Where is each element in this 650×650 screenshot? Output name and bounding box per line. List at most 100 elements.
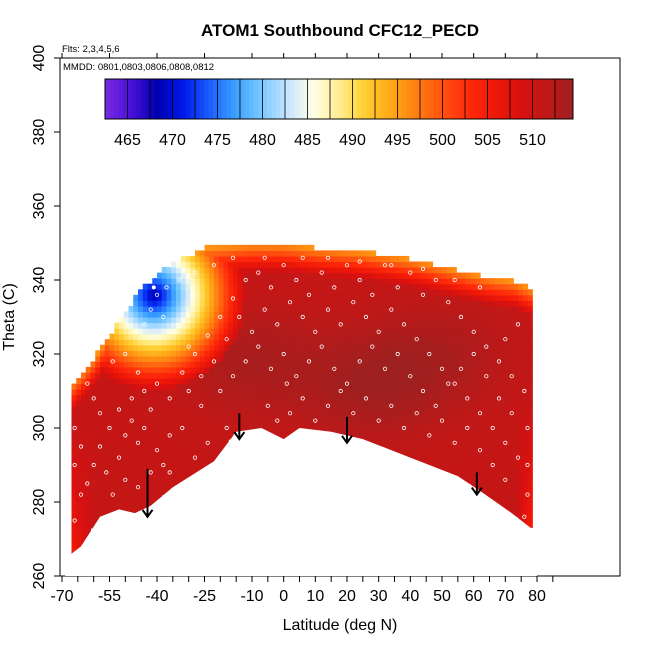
heatmap-cell (152, 333, 158, 340)
heatmap-cell (299, 400, 305, 407)
heatmap-cell (152, 428, 158, 435)
heatmap-cell (271, 400, 277, 407)
heatmap-cell (323, 289, 329, 296)
heatmap-cell (218, 305, 225, 313)
heatmap-cell (480, 333, 486, 340)
heatmap-cell (242, 294, 248, 301)
heatmap-cell (394, 383, 400, 390)
heatmap-cell (256, 394, 263, 401)
heatmap-cell (337, 361, 343, 368)
heatmap-cell (185, 355, 191, 362)
heatmap-cell (180, 428, 187, 435)
heatmap-cell (280, 405, 286, 412)
sample-point (256, 344, 261, 349)
heatmap-cell (318, 366, 324, 374)
heatmap-cell (76, 527, 82, 535)
heatmap-cell (71, 461, 77, 468)
heatmap-cell (76, 400, 82, 407)
heatmap-cell (389, 405, 396, 412)
heatmap-cell (342, 333, 348, 340)
heatmap-cell (81, 472, 87, 479)
heatmap-cell (76, 483, 82, 490)
heatmap-cell (489, 405, 495, 412)
heatmap-cell (209, 450, 215, 457)
colorbar-segment (550, 79, 556, 119)
heatmap-cell (180, 344, 187, 351)
heatmap-cell (408, 300, 415, 307)
heatmap-cell (90, 522, 96, 529)
heatmap-cell (342, 317, 348, 324)
heatmap-cell (304, 355, 310, 362)
sample-point (72, 425, 77, 431)
heatmap-cell (152, 350, 158, 357)
colorbar-segment (532, 79, 538, 119)
heatmap-cell (518, 305, 524, 313)
heatmap-cell (71, 522, 77, 529)
heatmap-cell (166, 366, 172, 374)
heatmap-cell (280, 289, 286, 296)
heatmap-cell (171, 305, 177, 313)
heatmap-cell (446, 439, 453, 446)
heatmap-cell (114, 339, 120, 346)
heatmap-cell (446, 416, 453, 424)
heatmap-cell (161, 355, 168, 362)
heatmap-cell (81, 439, 87, 446)
heatmap-cell (157, 344, 163, 351)
heatmap-cell (261, 378, 267, 385)
heatmap-cell (347, 389, 353, 396)
heatmap-cell (394, 328, 400, 335)
heatmap-cell (432, 439, 438, 446)
heatmap-cell (133, 461, 139, 468)
heatmap-cell (90, 389, 96, 396)
heatmap-cell (318, 311, 324, 318)
heatmap-cell (394, 350, 400, 357)
heatmap-cell (351, 261, 358, 268)
heatmap-cell (204, 416, 210, 424)
heatmap-cell (133, 344, 139, 351)
heatmap-cell (418, 267, 424, 274)
colorbar-segment (384, 79, 389, 119)
heatmap-cell (290, 311, 296, 318)
heatmap-cell (76, 466, 82, 473)
heatmap-cell (461, 450, 467, 457)
heatmap-cell (437, 300, 443, 307)
heatmap-cell (499, 378, 505, 385)
heatmap-cell (347, 339, 353, 346)
heatmap-cell (480, 300, 486, 307)
heatmap-cell (389, 389, 396, 396)
heatmap-cell (494, 483, 500, 490)
heatmap-cell (313, 328, 320, 335)
heatmap-cell (171, 433, 177, 440)
heatmap-cell (252, 361, 258, 368)
colorbar-segment (370, 79, 376, 119)
heatmap-cell (237, 255, 244, 263)
heatmap-cell (503, 305, 510, 313)
heatmap-cell (180, 433, 187, 440)
heatmap-cell (256, 278, 263, 285)
heatmap-cell (456, 450, 462, 457)
heatmap-cell (370, 250, 377, 257)
heatmap-cell (242, 416, 248, 424)
sample-point (167, 396, 172, 401)
heatmap-cell (413, 372, 419, 379)
colorbar-segment (523, 79, 529, 119)
heatmap-cell (342, 355, 348, 362)
heatmap-cell (394, 305, 400, 313)
heatmap-cell (461, 461, 467, 468)
heatmap-cell (142, 477, 149, 485)
heatmap-cell (157, 411, 163, 418)
heatmap-cell (261, 322, 267, 329)
heatmap-cell (522, 483, 529, 490)
heatmap-cell (518, 500, 524, 507)
heatmap-cell (313, 355, 320, 362)
heatmap-cell (404, 305, 410, 313)
colorbar-segment (325, 79, 331, 119)
heatmap-cell (204, 311, 210, 318)
heatmap-cell (233, 378, 239, 385)
heatmap-cell (337, 416, 343, 424)
heatmap-cell (513, 355, 519, 362)
heatmap-cell (209, 272, 215, 279)
heatmap-cell (214, 361, 220, 368)
heatmap-cell (408, 350, 415, 357)
heatmap-cell (465, 450, 472, 457)
